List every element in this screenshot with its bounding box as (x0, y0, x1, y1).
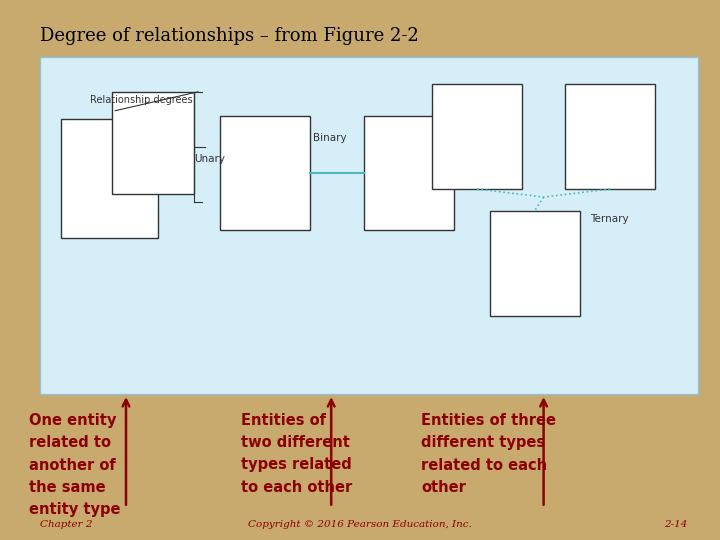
Bar (61, 119, 158, 238)
Text: 2-14: 2-14 (665, 520, 688, 529)
Bar (112, 92, 194, 194)
Bar (40, 57, 698, 394)
Text: Entities of three
different types
related to each
other: Entities of three different types relate… (421, 413, 557, 495)
Bar (490, 211, 580, 316)
Text: Degree of relationships – from Figure 2-2: Degree of relationships – from Figure 2-… (40, 27, 418, 45)
Bar (432, 84, 522, 189)
Text: One entity
related to
another of
the same
entity type: One entity related to another of the sam… (29, 413, 120, 517)
Bar (220, 116, 310, 230)
Text: Copyright © 2016 Pearson Education, Inc.: Copyright © 2016 Pearson Education, Inc. (248, 520, 472, 529)
Text: Entities of
two different
types related
to each other: Entities of two different types related … (241, 413, 353, 495)
Bar (565, 84, 655, 189)
Text: Binary: Binary (313, 133, 347, 143)
Text: Chapter 2: Chapter 2 (40, 520, 92, 529)
Text: Relationship degrees: Relationship degrees (90, 95, 193, 105)
Text: Ternary: Ternary (590, 214, 629, 224)
Bar (364, 116, 454, 230)
Text: Unary: Unary (194, 154, 225, 164)
